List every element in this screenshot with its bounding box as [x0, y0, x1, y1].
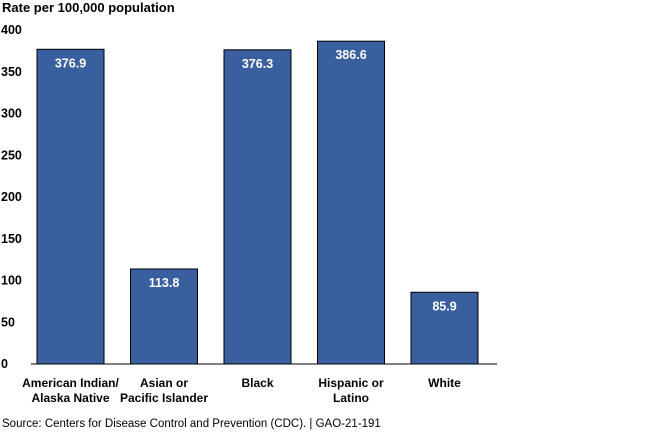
bar	[317, 40, 385, 365]
bar-value-label: 376.9	[55, 56, 86, 70]
bar	[36, 48, 105, 365]
x-tick-label-line: Asian or	[140, 376, 188, 390]
x-tick-label-line: Hispanic or	[318, 376, 384, 390]
bar-value-label: 85.9	[432, 299, 456, 313]
bar	[223, 49, 292, 365]
x-tick-label-line: Alaska Native	[31, 391, 109, 405]
bar-value-label: 376.3	[242, 57, 273, 71]
bar-value-labels: 376.9 113.8 376.3 386.6 85.9	[55, 48, 457, 313]
x-tick-label: White	[428, 376, 461, 390]
source-note: Source: Centers for Disease Control and …	[2, 418, 381, 430]
bar	[410, 291, 479, 365]
x-tick-label-line: Latino	[333, 391, 369, 405]
y-tick-label: 100	[1, 274, 22, 288]
x-tick-label: American Indian/Alaska Native	[22, 376, 119, 405]
bar	[130, 268, 198, 365]
bars-group	[36, 40, 479, 365]
bar-value-label: 386.6	[335, 48, 366, 62]
x-tick-label: Hispanic or Latino	[318, 376, 384, 405]
y-tick-label: 50	[1, 315, 15, 329]
y-axis-ticks: 0 50 100 150 200 250 300 350 400	[1, 23, 22, 371]
y-tick-label: 0	[1, 357, 8, 371]
y-tick-label: 300	[1, 107, 22, 121]
y-tick-label: 400	[1, 23, 22, 37]
x-tick-label-line: American Indian/	[22, 376, 119, 390]
y-tick-label: 350	[1, 65, 22, 79]
x-tick-label: Asian or Pacific Islander	[120, 376, 208, 405]
bar-value-label: 113.8	[149, 276, 180, 290]
x-tick-label-line: Black	[241, 376, 273, 390]
x-tick-label: Black	[241, 376, 273, 390]
y-tick-label: 250	[1, 148, 22, 162]
x-tick-label-line: White	[428, 376, 461, 390]
y-tick-label: 200	[1, 190, 22, 204]
x-tick-label-line: Pacific Islander	[120, 391, 208, 405]
y-axis-title: Rate per 100,000 population	[2, 0, 175, 15]
y-tick-label: 150	[1, 232, 22, 246]
